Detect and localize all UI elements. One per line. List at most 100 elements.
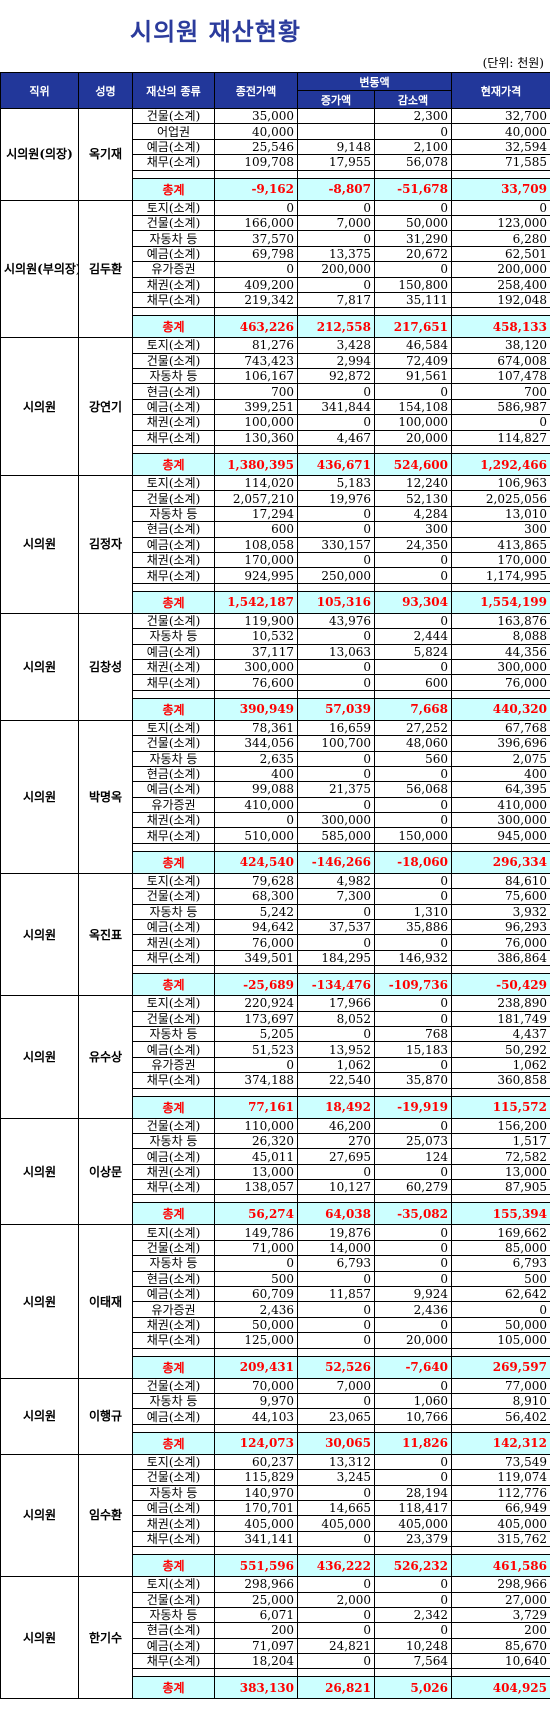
amount: 6,071 xyxy=(214,1606,298,1624)
gap-cell xyxy=(451,582,550,592)
gap-cell xyxy=(132,445,215,455)
amount: -51,678 xyxy=(374,177,452,201)
amount: 436,222 xyxy=(297,1554,375,1578)
amount: 3,932 xyxy=(451,903,550,921)
item-row: 채무(소계) 130,360 4,467 20,000 114,827 xyxy=(1,429,550,447)
amount: 743,423 xyxy=(214,352,298,370)
amount: 217,651 xyxy=(374,315,452,339)
item-row: 시의원 옥진표 토지(소계) 79,628 4,982 0 84,610 xyxy=(0,872,550,997)
gap-cell xyxy=(374,1194,452,1204)
amount: 1,554,199 xyxy=(451,590,550,614)
gap-cell xyxy=(297,965,375,975)
asset-type: 건물(소계) xyxy=(132,1377,215,1395)
amount: 119,074 xyxy=(451,1469,550,1486)
item-row: 채권(소계) 100,000 0 100,000 0 xyxy=(1,414,550,431)
gap-cell xyxy=(374,169,452,179)
asset-type: 채무(소계) xyxy=(132,429,215,447)
amount: 6,793 xyxy=(451,1255,550,1272)
amount: 149,786 xyxy=(214,1224,298,1241)
amount: 37,570 xyxy=(214,230,298,247)
amount: 0 xyxy=(374,199,452,216)
item-row: 건물(소계) 115,829 3,245 0 119,074 xyxy=(1,1469,550,1486)
amount: 7,300 xyxy=(297,888,375,905)
amount: 32,594 xyxy=(451,138,550,156)
amount: 0 xyxy=(374,1224,452,1241)
amount: 0 xyxy=(374,1056,452,1074)
gap-cell xyxy=(214,1347,298,1357)
amount: 413,865 xyxy=(451,536,550,553)
amount: 8,910 xyxy=(451,1392,550,1410)
amount: 24,350 xyxy=(374,536,452,553)
amount: 9,924 xyxy=(374,1286,452,1303)
amount: 40,000 xyxy=(451,123,550,140)
amount: 30,065 xyxy=(297,1431,375,1455)
amount: 600 xyxy=(374,674,452,691)
item-row: 자동차 등 26,320 270 25,073 1,517 xyxy=(1,1132,550,1150)
gap-cell xyxy=(297,1668,375,1678)
amount: 9,148 xyxy=(297,138,375,156)
amount: 0 xyxy=(374,1469,452,1486)
amount: 91,561 xyxy=(374,368,452,385)
asset-type: 채권(소계) xyxy=(132,551,215,569)
amount: 2,300 xyxy=(374,107,452,125)
amount: 48,060 xyxy=(374,735,452,752)
asset-type: 예금(소계) xyxy=(132,1286,215,1303)
amount: 500 xyxy=(214,1270,298,1288)
amount: 526,232 xyxy=(374,1554,452,1578)
member-name: 유수상 xyxy=(78,995,133,1119)
asset-type: 현금(소계) xyxy=(132,383,215,400)
amount: 16,659 xyxy=(297,719,375,737)
amount: 130,360 xyxy=(214,429,298,447)
asset-type: 건물(소계) xyxy=(132,214,215,232)
item-row: 유가증권 0 200,000 0 200,000 xyxy=(1,261,550,278)
asset-type: 채무(소계) xyxy=(132,291,215,309)
amount: 17,966 xyxy=(297,995,375,1012)
amount: 68,300 xyxy=(214,888,298,905)
amount: 77,161 xyxy=(214,1095,298,1119)
amount: 67,768 xyxy=(451,719,550,737)
amount: 510,000 xyxy=(214,827,298,844)
amount: 220,924 xyxy=(214,995,298,1012)
total-row: 총계 424,540 -146,266 -18,060 296,334 xyxy=(1,850,550,874)
amount: 70,000 xyxy=(214,1377,298,1395)
amount: 60,709 xyxy=(214,1286,298,1303)
asset-type: 채권(소계) xyxy=(132,812,215,829)
asset-type: 토지(소계) xyxy=(132,719,215,737)
amount: 37,117 xyxy=(214,643,298,660)
amount: 35,870 xyxy=(374,1072,452,1089)
total-row: 총계 77,161 18,492 -19,919 115,572 xyxy=(1,1095,550,1119)
amount: 92,872 xyxy=(297,368,375,385)
gap-cell xyxy=(297,169,375,179)
header-cell: 변동액 xyxy=(297,72,452,91)
amount: 0 xyxy=(374,796,452,814)
item-row: 예금(소계) 99,088 21,375 56,068 64,395 xyxy=(1,781,550,798)
asset-type: 예금(소계) xyxy=(132,138,215,156)
amount: 341,844 xyxy=(297,398,375,416)
amount: 7,000 xyxy=(297,1377,375,1395)
amount: -25,689 xyxy=(214,973,298,997)
asset-type: 예금(소계) xyxy=(132,781,215,798)
amount: 560 xyxy=(374,750,452,767)
asset-type: 건물(소계) xyxy=(132,888,215,905)
amount: 57,039 xyxy=(297,697,375,721)
asset-type: 건물(소계) xyxy=(132,1117,215,1134)
amount: 0 xyxy=(374,1163,452,1181)
amount: 35,111 xyxy=(374,291,452,309)
asset-type: 채무(소계) xyxy=(132,1653,215,1670)
amount: 330,157 xyxy=(297,536,375,553)
item-row: 채무(소계) 76,600 0 600 76,000 xyxy=(1,674,550,691)
amount: 300 xyxy=(451,521,550,538)
amount: 0 xyxy=(374,1377,452,1395)
amount: 56,068 xyxy=(374,781,452,798)
gap-cell xyxy=(374,1347,452,1357)
gap-cell xyxy=(132,1194,215,1204)
amount: 386,864 xyxy=(451,949,550,967)
gap-cell xyxy=(451,1194,550,1204)
item-row: 예금(소계) 69,798 13,375 20,672 62,501 xyxy=(1,245,550,263)
gap-cell xyxy=(374,842,452,852)
amount: 44,103 xyxy=(214,1408,298,1425)
asset-type: 총계 xyxy=(132,1095,215,1119)
asset-type: 토지(소계) xyxy=(132,337,215,354)
gap-cell xyxy=(297,1087,375,1097)
total-row: 총계 56,274 64,038 -35,082 155,394 xyxy=(1,1202,550,1226)
